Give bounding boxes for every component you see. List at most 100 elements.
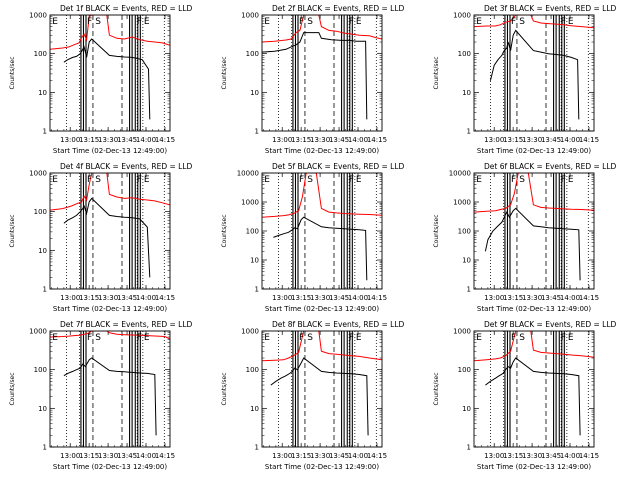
y-tick-label: 10 [38,405,47,413]
event-marker-label: E [144,175,150,185]
lld-series-line [50,173,170,211]
x-axis-label: Start Time (02-Dec-13 12:49:00) [477,305,591,313]
panel-frame [49,14,171,132]
event-marker-label: E [568,333,574,343]
y-axis-label: Counts/sec [9,214,16,247]
x-axis-label: Start Time (02-Dec-13 12:49:00) [53,305,167,313]
lld-series-line [262,15,382,43]
x-axis-label: Start Time (02-Dec-13 12:49:00) [477,463,591,471]
y-tick-label: 1000 [453,199,471,207]
event-marker-label: E [568,17,574,27]
x-tick-label: 14:00 [348,136,368,144]
x-tick-label: 13:30 [522,294,542,302]
event-lines [278,331,377,447]
y-tick-label: 10000 [449,170,471,178]
y-axis-label: Counts/sec [9,372,16,405]
x-tick-label: 13:00 [272,136,292,144]
x-tick-label: 14:00 [136,452,156,460]
detector-panel: Det 4f BLACK = Events, RED = LLD Counts/s… [9,162,193,313]
x-tick-label: 13:00 [272,294,292,302]
panel-title: Det 5f BLACK = Events, RED = LLD [272,162,405,171]
event-marker-label: S [307,175,313,185]
event-marker-label: F [87,333,92,343]
panel-frame [261,172,383,290]
y-tick-label: 1000 [453,12,471,20]
y-tick-label: 1 [467,286,471,294]
y-tick-label: 1 [255,286,259,294]
x-tick-label: 13:45 [117,136,137,144]
x-axis-label: Start Time (02-Dec-13 12:49:00) [477,147,591,155]
event-marker-label: F [349,17,354,27]
x-tick-label: 13:15 [503,294,523,302]
x-tick-label: 13:30 [310,452,330,460]
panel-title: Det 1f BLACK = Events, RED = LLD [60,4,193,13]
event-marker-label: S [307,17,313,27]
x-tick-label: 13:30 [310,136,330,144]
lld-series-line [474,15,594,29]
series-group [50,331,170,436]
event-marker-label: F [511,333,516,343]
x-tick-label: 14:15 [155,294,175,302]
y-tick-label: 1000 [241,12,259,20]
panel-frame [49,330,171,448]
x-tick-label: 13:30 [310,294,330,302]
x-axis-label: Start Time (02-Dec-13 12:49:00) [265,463,379,471]
event-marker-label: S [95,333,101,343]
lld-series-line [50,15,170,50]
event-lines [66,15,165,131]
y-axis-label: Counts/sec [9,56,16,89]
series-group [474,173,594,281]
y-tick-label: 10 [250,257,259,265]
x-tick-label: 13:15 [291,136,311,144]
lld-series-line [474,173,594,213]
y-tick-label: 10 [38,247,47,255]
panel-title: Det 6f BLACK = Events, RED = LLD [484,162,617,171]
event-marker-label: E [52,333,58,343]
x-tick-label: 13:45 [541,452,561,460]
detector-panel: Det 2f BLACK = Events, RED = LLD Counts/s… [221,4,405,155]
events-series-line [63,357,157,436]
detector-panel: Det 8f BLACK = Events, RED = LLD Counts/s… [221,320,405,471]
x-tick-label: 13:45 [117,294,137,302]
event-marker-label: F [349,333,354,343]
y-tick-label: 100 [34,366,47,374]
y-tick-label: 100 [458,366,471,374]
event-marker-label: S [95,175,101,185]
events-series-line [273,216,368,281]
y-tick-label: 1 [467,128,471,136]
event-marker-label: S [519,17,525,27]
detector-panel: Det 1f BLACK = Events, RED = LLD Counts/s… [9,4,193,155]
y-tick-label: 1 [255,128,259,136]
lld-series-line [262,331,382,362]
y-tick-label: 10 [462,405,471,413]
y-tick-label: 1 [255,444,259,452]
event-marker-label: E [356,333,362,343]
events-series-line [63,38,151,120]
x-tick-label: 13:00 [272,452,292,460]
series-group [474,331,594,436]
event-lines [66,331,165,447]
y-tick-label: 1 [43,444,47,452]
events-series-line [270,357,369,436]
event-lines [490,173,589,289]
x-tick-label: 13:45 [329,136,349,144]
event-marker-label: E [52,17,58,27]
x-tick-label: 14:15 [367,136,387,144]
event-marker-label: E [264,333,270,343]
panel-title: Det 4f BLACK = Events, RED = LLD [60,162,193,171]
x-tick-label: 14:15 [367,452,387,460]
x-tick-label: 13:45 [329,294,349,302]
event-marker-label: F [561,175,566,185]
x-tick-label: 13:00 [484,452,504,460]
x-tick-label: 14:15 [579,452,599,460]
event-marker-label: E [476,17,482,27]
event-marker-label: F [511,175,516,185]
x-tick-label: 14:15 [579,136,599,144]
y-tick-label: 100 [246,50,259,58]
event-marker-label: E [476,175,482,185]
event-marker-label: F [299,333,304,343]
x-tick-label: 13:15 [79,294,99,302]
panel-frame [261,330,383,448]
x-tick-label: 13:30 [98,294,118,302]
